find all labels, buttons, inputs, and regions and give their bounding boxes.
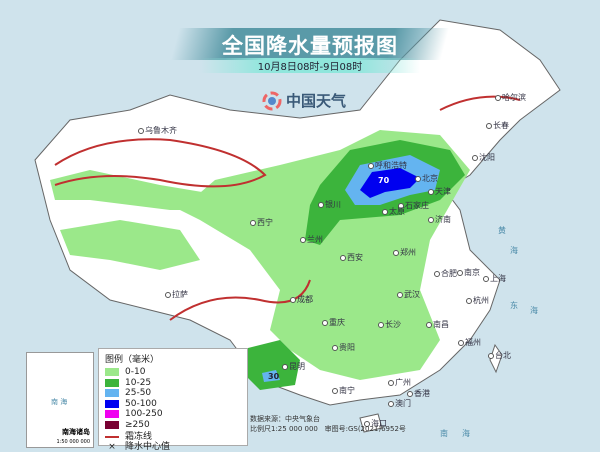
- sea-label: 东: [510, 301, 518, 310]
- city-label: 济南: [428, 214, 451, 225]
- city-label: 太原: [382, 206, 405, 217]
- legend-swatch: [105, 410, 119, 419]
- legend-label: 霜冻线: [125, 431, 153, 442]
- source-info: 数据来源：中央气象台 比例尺1:25 000 000 审图号:GS(2021)6…: [250, 415, 406, 434]
- legend-swatch: [105, 368, 119, 377]
- city-label: 福州: [458, 337, 481, 348]
- legend-item: 25-50: [105, 388, 241, 399]
- inset-sea-label: 南 海: [51, 398, 68, 406]
- legend-label: 10-25: [125, 377, 152, 388]
- rain-0-10-xinjiang: [50, 170, 220, 210]
- legend-swatch: [105, 399, 119, 408]
- sea-label: 海: [530, 306, 538, 315]
- logo-text: 中国天气: [286, 92, 347, 110]
- rain-0-10-tibet: [60, 220, 200, 270]
- city-label: 长沙: [378, 319, 401, 330]
- city-label: 台北: [488, 350, 511, 361]
- city-label: 银川: [318, 199, 341, 210]
- legend-label: 25-50: [125, 388, 152, 399]
- frost-line-icon: [105, 432, 119, 439]
- frost-line-north: [54, 138, 267, 188]
- city-label: 兰州: [300, 234, 323, 245]
- legend-item: 10-25: [105, 378, 241, 389]
- legend-label: 50-100: [125, 398, 157, 409]
- city-label: 长春: [486, 120, 509, 131]
- city-label: 杭州: [466, 295, 489, 306]
- legend-item: ≥250: [105, 420, 241, 431]
- legend-item: 0-10: [105, 367, 241, 378]
- legend: 图例（毫米） 0-10 10-25 25-50 50-100 100-250 ≥250 霜…: [98, 348, 248, 452]
- city-label: 拉萨: [165, 289, 188, 300]
- inset-title: 南海诸岛: [62, 428, 90, 436]
- city-label: 南京: [457, 267, 480, 278]
- city-label: 沈阳: [472, 152, 495, 163]
- legend-swatch: [105, 420, 119, 429]
- city-label: 澳门: [388, 398, 411, 409]
- sea-label: 黄: [498, 226, 506, 235]
- city-label: 海口: [364, 418, 387, 429]
- city-label: 合肥: [434, 268, 457, 279]
- logo-swirl-icon: [262, 91, 282, 110]
- rain-50-100: [360, 168, 420, 198]
- legend-item-frost: 霜冻线: [105, 430, 241, 442]
- rain-10-25-sw: [240, 340, 300, 390]
- city-label: 昆明: [282, 361, 305, 372]
- cross-icon: ×: [108, 441, 116, 452]
- inset-scale: 1:50 000 000: [56, 439, 91, 445]
- city-label: 重庆: [322, 317, 345, 328]
- rain-center-value: 70: [378, 176, 390, 185]
- sea-label: 南: [440, 429, 448, 438]
- city-label: 成都: [290, 294, 313, 305]
- legend-label: 降水中心值: [125, 442, 171, 452]
- sea-label: 海: [510, 246, 518, 255]
- legend-swatch: [105, 389, 119, 398]
- city-label: 西安: [340, 252, 363, 263]
- city-label: 天津: [428, 186, 451, 197]
- map-title: 全国降水量预报图: [222, 34, 398, 58]
- data-source: 数据来源：中央气象台: [250, 415, 320, 423]
- map-subtitle: 10月8日08时-9日08时: [200, 58, 420, 73]
- city-label: 石家庄: [398, 200, 429, 211]
- rain-center-value: 30: [268, 372, 280, 381]
- south-china-sea-inset: 南 海 南海诸岛 1:50 000 000: [26, 352, 94, 448]
- city-label: 呼和浩特: [368, 160, 407, 171]
- logo: 中国天气: [262, 90, 346, 111]
- map-scale: 比例尺1:25 000 000: [250, 425, 318, 433]
- legend-item-center: × 降水中心值: [105, 441, 241, 452]
- city-label: 哈尔滨: [495, 92, 526, 103]
- map-approval-number: 审图号:GS(2021)6952号: [324, 425, 406, 433]
- city-label: 贵阳: [332, 342, 355, 353]
- legend-label: 0-10: [125, 367, 146, 378]
- city-label: 广州: [388, 377, 411, 388]
- legend-item: 50-100: [105, 399, 241, 410]
- rain-25-50-kunming: [262, 370, 280, 382]
- city-label: 武汉: [397, 289, 420, 300]
- legend-item: 100-250: [105, 409, 241, 420]
- city-label: 上海: [483, 273, 506, 284]
- legend-label: 100-250: [125, 409, 163, 420]
- city-label: 南昌: [426, 319, 449, 330]
- city-label: 香港: [407, 388, 430, 399]
- legend-title: 图例（毫米）: [105, 355, 160, 365]
- city-label: 乌鲁木齐: [138, 125, 177, 136]
- sea-label: 海: [462, 429, 470, 438]
- legend-swatch: [105, 378, 119, 387]
- city-label: 北京: [415, 173, 438, 184]
- legend-label: ≥250: [125, 419, 150, 430]
- city-label: 西宁: [250, 217, 273, 228]
- city-label: 郑州: [393, 247, 416, 258]
- city-label: 南宁: [332, 385, 355, 396]
